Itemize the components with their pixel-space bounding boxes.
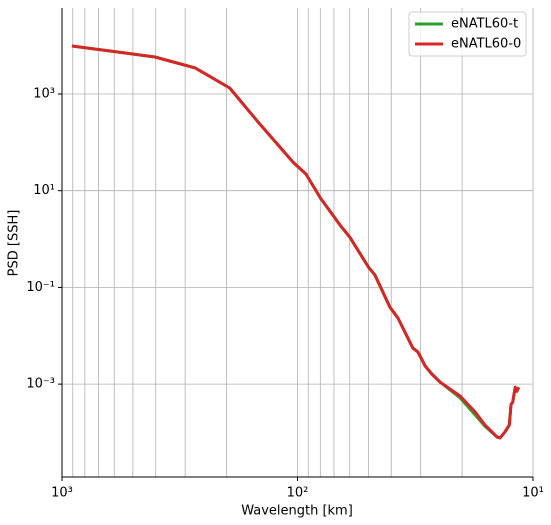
x-tick-label: 10² <box>287 486 309 501</box>
x-tick-label: 10¹ <box>522 486 544 501</box>
x-axis-label: Wavelength [km] <box>241 504 353 519</box>
y-tick-label: 10¹ <box>33 183 55 198</box>
y-tick-label: 10³ <box>33 86 55 101</box>
y-tick-label: 10⁻¹ <box>26 280 55 295</box>
y-axis-label: PSD [SSH] <box>7 210 22 277</box>
legend-label: eNATL60-t <box>451 17 518 32</box>
y-tick-label: 10⁻³ <box>26 377 55 392</box>
legend: eNATL60-t eNATL60-0 <box>408 11 527 57</box>
data-line <box>71 44 521 440</box>
x-tick-label: 10³ <box>51 486 73 501</box>
data-line <box>71 44 521 440</box>
legend-label: eNATL60-0 <box>451 37 521 52</box>
